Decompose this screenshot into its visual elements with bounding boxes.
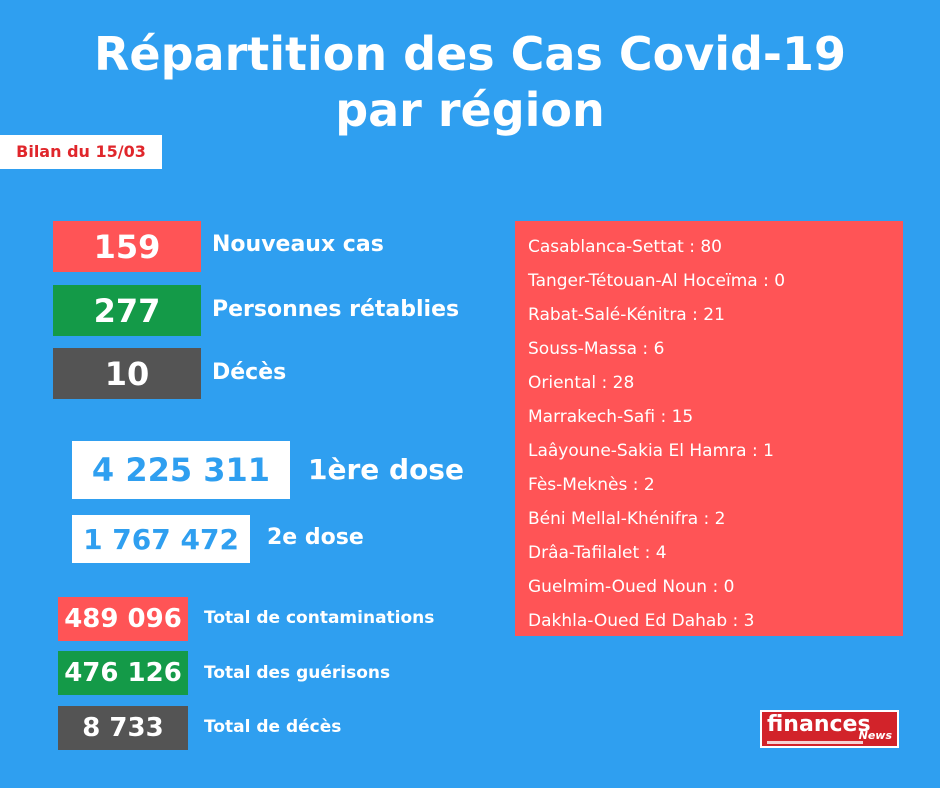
title-line-2: par région [335,83,605,137]
total-recoveries-label: Total des guérisons [204,663,391,683]
recovered-label: Personnes rétablies [212,297,460,322]
region-item: Marrakech-Safi : 15 [528,407,694,427]
region-item: Laâyoune-Sakia El Hamra : 1 [528,441,774,461]
region-item: Dakhla-Oued Ed Dahab : 3 [528,611,755,631]
region-item: Souss-Massa : 6 [528,339,665,359]
logo-sub: News [858,729,892,742]
region-item: Fès-Meknès : 2 [528,475,655,495]
region-item: Guelmim-Oued Noun : 0 [528,577,735,597]
total-contaminations-label: Total de contaminations [204,608,435,628]
region-item: Béni Mellal-Khénifra : 2 [528,509,726,529]
total-deaths-label: Total de décès [204,717,342,737]
dose2-label: 2e dose [267,525,364,550]
deaths-value: 10 [53,348,201,399]
region-item: Casablanca-Settat : 80 [528,237,722,257]
new-cases-label: Nouveaux cas [212,232,384,257]
recovered-value: 277 [53,285,201,336]
dose2-value: 1 767 472 [72,515,250,563]
region-item: Drâa-Tafilalet : 4 [528,543,667,563]
logo-tagline-bar [767,741,863,744]
bilan-date-badge: Bilan du 15/03 [0,135,162,169]
finances-news-logo: finances News [760,710,899,748]
deaths-label: Décès [212,360,287,385]
total-contaminations-value: 489 096 [58,597,188,641]
dose1-label: 1ère dose [308,453,464,486]
dose1-value: 4 225 311 [72,441,290,499]
logo-word: finances [767,712,871,737]
new-cases-value: 159 [53,221,201,272]
region-item: Oriental : 28 [528,373,635,393]
region-item: Rabat-Salé-Kénitra : 21 [528,305,725,325]
total-recoveries-value: 476 126 [58,651,188,695]
page-title: Répartition des Cas Covid-19 par région [0,26,940,138]
region-list: Casablanca-Settat : 80 Tanger-Tétouan-Al… [515,221,903,636]
total-deaths-value: 8 733 [58,706,188,750]
title-line-1: Répartition des Cas Covid-19 [93,27,846,81]
region-item: Tanger-Tétouan-Al Hoceïma : 0 [528,271,786,291]
